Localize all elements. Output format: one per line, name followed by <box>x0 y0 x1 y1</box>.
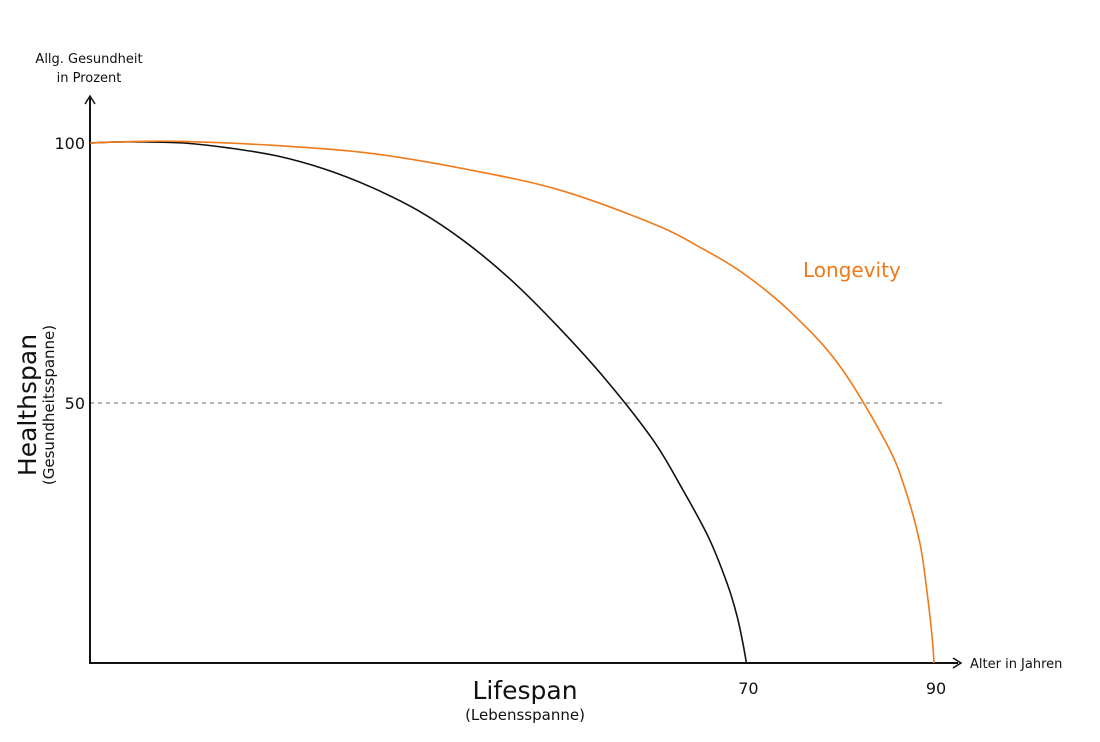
x-tick-label-70: 70 <box>738 679 758 698</box>
series-line-longevity <box>89 140 935 664</box>
y-axis-title: Healthspan <box>13 334 42 476</box>
y-axis-caption-line2: in Prozent <box>57 71 122 86</box>
x-axis-title: Lifespan <box>472 676 577 705</box>
x-axis-caption: Alter in Jahren <box>970 657 1062 672</box>
y-tick-label-100: 100 <box>54 134 85 153</box>
y-axis-caption-line1: Allg. Gesundheit <box>35 52 142 67</box>
x-tick-label-90: 90 <box>926 679 946 698</box>
legend-longevity-label: Longevity <box>803 258 901 282</box>
y-tick-label-50: 50 <box>65 394 85 413</box>
x-axis-subtitle: (Lebensspanne) <box>465 706 585 724</box>
series-line-healthspan <box>89 141 748 664</box>
y-axis-subtitle: (Gesundheitsspanne) <box>40 325 58 485</box>
x-axis-arrow <box>952 657 963 669</box>
y-axis-arrow <box>84 94 96 105</box>
